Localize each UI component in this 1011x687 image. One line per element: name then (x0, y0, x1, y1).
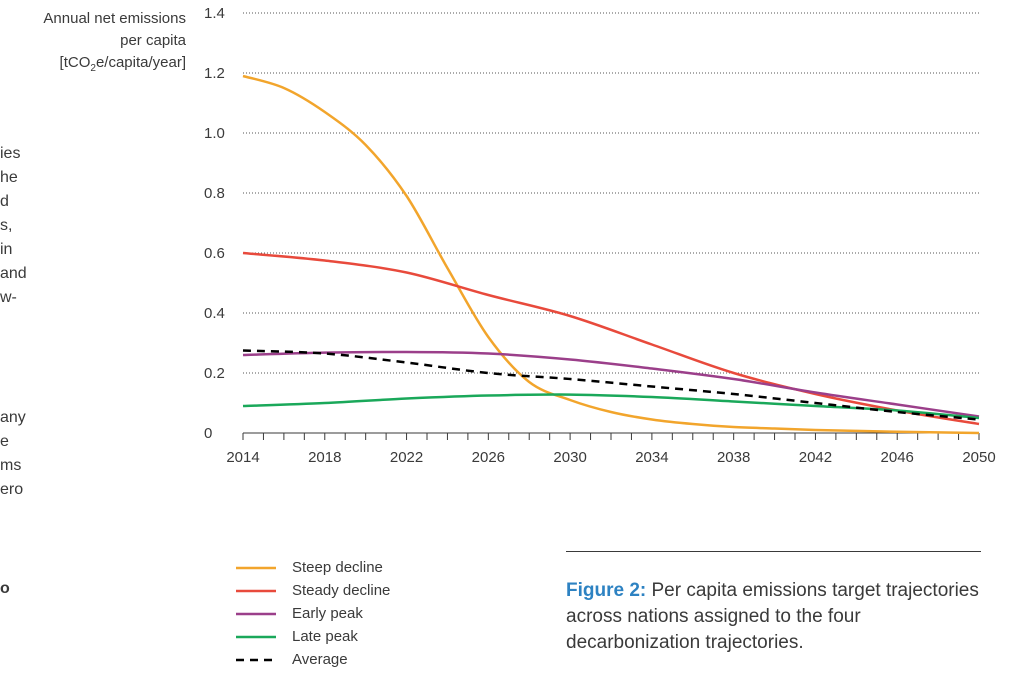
legend-item-steady-decline: Steady decline (236, 579, 390, 602)
legend-swatch-early-peak (236, 612, 276, 615)
x-tick-label: 2018 (308, 449, 341, 466)
body-text-fragment: e (0, 433, 9, 450)
y-axis-label: Annual net emissions per capita [tCO2e/c… (43, 8, 186, 80)
legend-item-late-peak: Late peak (236, 625, 390, 648)
legend-item-steep-decline: Steep decline (236, 556, 390, 579)
legend-label: Steep decline (292, 559, 383, 576)
body-text-fragment: ies (0, 145, 21, 162)
y-axis-label-line1: Annual net emissions (43, 10, 186, 27)
x-tick-label: 2050 (962, 449, 995, 466)
x-axis: 2014 2018 2022 2026 2030 2034 2038 2042 2046 2050 (226, 432, 996, 466)
y-tick-labels: 0 0.2 0.4 0.6 0.8 1.0 1.2 1.4 (204, 5, 225, 442)
x-tick-label: 2014 (226, 449, 259, 466)
legend-swatch-steady-decline (236, 589, 276, 592)
legend-label: Average (292, 651, 348, 668)
x-tick-label: 2030 (553, 449, 586, 466)
body-text-fragment: and (0, 265, 27, 282)
series-line-early-peak (242, 350, 980, 418)
y-axis-label-line3: [tCO2e/capita/year] (59, 54, 186, 74)
figure-caption: Figure 2: Per capita emissions target tr… (566, 578, 986, 656)
gridlines (243, 12, 979, 374)
body-text-fragment: d (0, 193, 9, 210)
x-tick-label: 2046 (881, 449, 914, 466)
x-tick-label: 2026 (472, 449, 505, 466)
legend-label: Steady decline (292, 582, 391, 599)
legend-item-early-peak: Early peak (236, 602, 390, 625)
series-line-average (242, 349, 980, 421)
chart-legend: Steep decline Steady decline Early peak … (236, 556, 390, 671)
y-tick-label: 1.0 (204, 125, 225, 142)
legend-item-average: Average (236, 648, 390, 671)
legend-label: Early peak (292, 605, 363, 622)
body-text-fragment: any (0, 409, 26, 426)
y-tick-label: 0.2 (204, 365, 225, 382)
y-tick-label: 1.4 (204, 5, 225, 22)
emissions-line-chart: 00.20.40.60.81.01.21.4 2014 2018 2022 2026 2… (204, 5, 996, 466)
body-text-fragment: ms (0, 457, 22, 474)
y-axis-label-line2: per capita (120, 32, 186, 49)
y-tick-label: 0.8 (204, 185, 225, 202)
legend-swatch-late-peak (236, 635, 276, 638)
legend-label: Late peak (292, 628, 358, 645)
body-text-fragment: s, (0, 217, 13, 234)
truncated-body-text: ies he d s, in and w- any e ms ero o (0, 0, 60, 687)
x-tick-label: 2038 (717, 449, 750, 466)
legend-swatch-average (236, 658, 276, 661)
body-text-fragment: in (0, 241, 13, 258)
figure-caption-text: Per capita emissions target trajectories… (566, 580, 979, 653)
legend-swatch-steep-decline (236, 566, 276, 569)
body-text-fragment: w- (0, 289, 17, 306)
x-tick-label: 2042 (799, 449, 832, 466)
body-text-fragment: o (0, 580, 10, 597)
series-line-steady-decline (242, 251, 980, 426)
y-tick-label: 0 (204, 425, 212, 442)
figure-label: Figure 2: (566, 580, 647, 601)
x-tick-label: 2022 (390, 449, 423, 466)
y-tick-label: 0.6 (204, 245, 225, 262)
series-line-steep-decline (242, 74, 980, 435)
y-tick-label: 0.4 (204, 305, 225, 322)
series-lines (242, 74, 980, 435)
y-tick-label: 1.2 (204, 65, 225, 82)
caption-divider (566, 551, 981, 552)
body-text-fragment: he (0, 169, 18, 186)
body-text-fragment: ero (0, 481, 24, 498)
x-tick-label: 2034 (635, 449, 668, 466)
